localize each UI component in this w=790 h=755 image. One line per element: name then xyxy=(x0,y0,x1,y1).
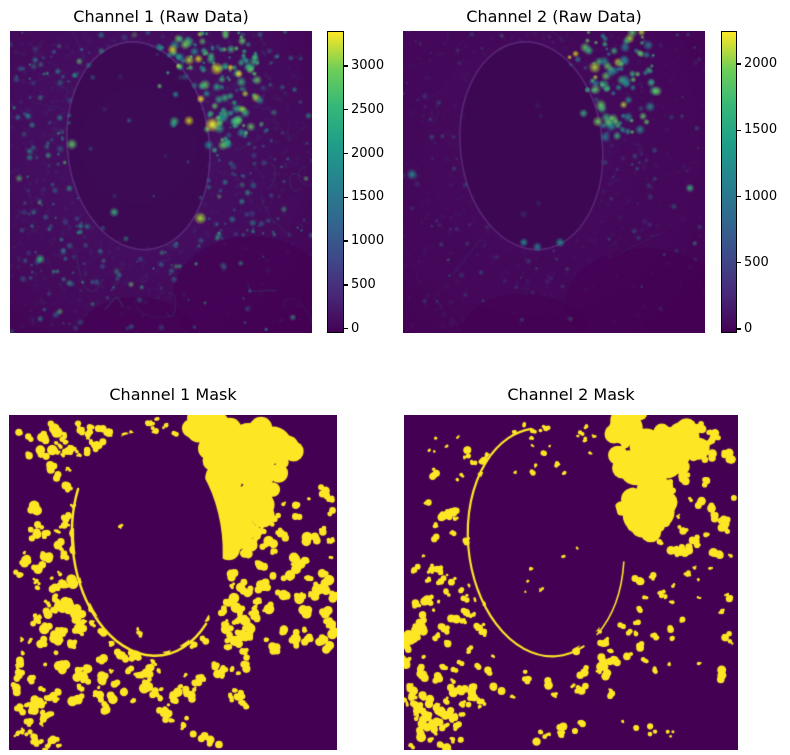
ch1-raw-colorbar-tick xyxy=(344,152,348,155)
ch2-raw-colorbar-tick xyxy=(737,129,741,132)
ch1-raw-colorbar-tick-label: 2500 xyxy=(351,101,385,117)
ch2-mask-image xyxy=(404,415,738,750)
ch1-raw-colorbar-tick-label: 1000 xyxy=(351,233,385,249)
ch2-raw-colorbar-tick-label: 1000 xyxy=(744,188,778,204)
ch2-raw-colorbar-tick-label: 1500 xyxy=(744,122,778,138)
ch1-raw-colorbar-tick xyxy=(344,327,348,330)
ch1-mask-image xyxy=(9,415,337,750)
ch1-raw-colorbar-tick-label: 3000 xyxy=(351,58,385,73)
panel-title-ch2-raw: Channel 2 (Raw Data) xyxy=(466,7,642,26)
ch1-raw-colorbar-tick xyxy=(344,109,348,111)
panel-title-ch1-mask: Channel 1 Mask xyxy=(109,385,237,404)
ch1-raw-colorbar-tick-label: 0 xyxy=(351,320,360,336)
ch1-raw-colorbar-tick xyxy=(344,65,348,67)
ch1-raw-colorbar-tick-label: 1500 xyxy=(351,189,385,205)
panel-title-ch2-mask: Channel 2 Mask xyxy=(507,385,635,404)
ch2-raw-colorbar-tick-label: 500 xyxy=(744,254,769,270)
ch1-raw-image xyxy=(10,31,312,333)
ch2-raw-colorbar-tick xyxy=(737,328,741,330)
panel-title-ch1-raw: Channel 1 (Raw Data) xyxy=(73,7,249,26)
ch1-raw-colorbar-tick-label: 500 xyxy=(351,276,376,292)
ch2-raw-colorbar-tick xyxy=(737,262,741,264)
ch2-raw-colorbar-tick-label: 2000 xyxy=(744,56,778,72)
ch2-raw-colorbar-tick-label: 0 xyxy=(744,321,753,337)
ch1-raw-colorbar-tick-label: 2000 xyxy=(351,145,385,161)
ch2-raw-colorbar xyxy=(721,31,737,333)
ch1-raw-colorbar-tick xyxy=(344,284,348,286)
ch1-raw-colorbar xyxy=(327,31,344,333)
ch1-raw-colorbar-tick xyxy=(344,240,348,242)
ch2-raw-colorbar-tick xyxy=(737,63,741,65)
ch2-raw-image xyxy=(403,31,705,333)
ch2-raw-colorbar-tick xyxy=(737,195,741,198)
ch1-raw-colorbar-tick xyxy=(344,196,348,198)
